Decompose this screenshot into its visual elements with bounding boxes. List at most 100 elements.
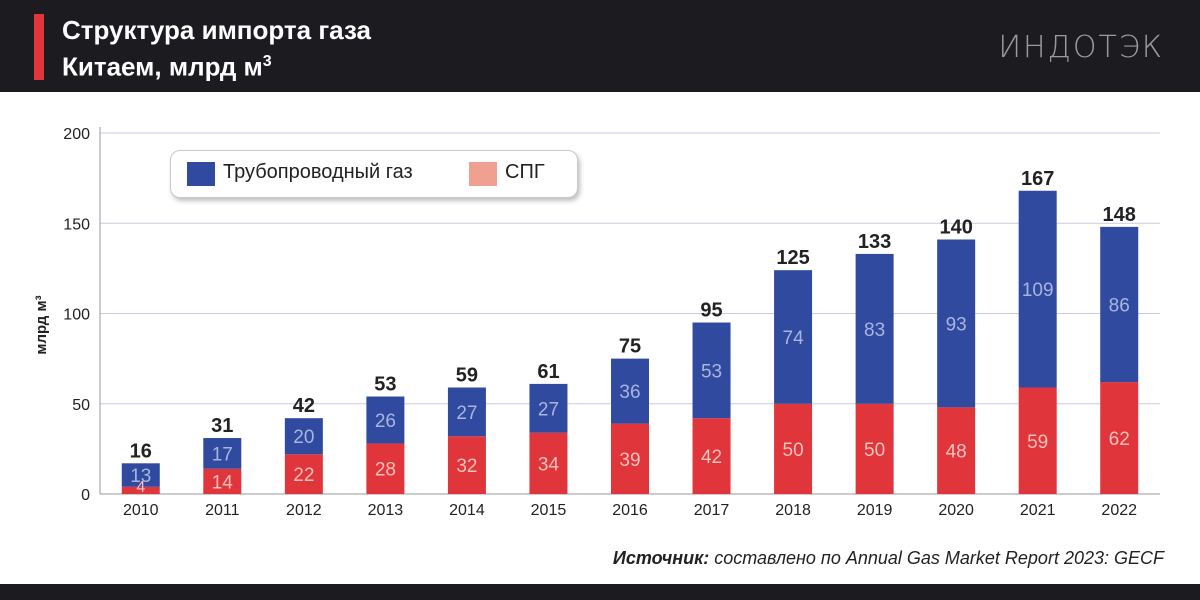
data-label-total: 42 (293, 395, 315, 417)
data-label-pipeline: 53 (701, 361, 722, 382)
bar-lng (855, 403, 894, 494)
chart-legend: Трубопроводный газ СПГ (170, 150, 578, 198)
title-superscript: 3 (262, 53, 272, 70)
title-line-2: Китаем, млрд м3 (62, 46, 371, 83)
title-line-2-text: Китаем, млрд м (62, 51, 263, 82)
bar-lng (121, 486, 160, 494)
x-tick-label: 2010 (123, 502, 159, 519)
data-label-lng: 62 (1109, 429, 1130, 450)
bar-lng (529, 432, 568, 494)
bar-lng (774, 403, 813, 494)
bar-pipeline (529, 383, 568, 433)
bar-pipeline (447, 387, 486, 437)
source-label: Источник: (612, 548, 710, 568)
data-label-lng: 14 (212, 472, 234, 493)
bar-pipeline (937, 239, 976, 408)
data-label-pipeline: 17 (212, 444, 233, 465)
data-label-total: 61 (537, 361, 559, 383)
bar-lng (1018, 387, 1057, 494)
x-tick-label: 2018 (775, 502, 811, 519)
data-label-lng: 4 (136, 479, 145, 496)
bar-pipeline (284, 418, 323, 455)
bar-lng (611, 423, 649, 494)
bar-pipeline (611, 358, 649, 424)
bar-lng (447, 436, 486, 494)
source-text: составлено по Annual Gas Market Report 2… (709, 548, 1164, 568)
data-label-lng: 59 (1027, 432, 1048, 453)
x-tick-label: 2015 (531, 502, 567, 519)
y-tick-label: 100 (63, 307, 90, 324)
data-label-total: 95 (700, 300, 722, 322)
data-label-lng: 28 (375, 460, 396, 481)
data-label-lng: 50 (783, 440, 804, 461)
bar-pipeline (855, 253, 894, 404)
bar-lng (692, 418, 731, 494)
bar-lng (1100, 382, 1139, 494)
bar-pipeline (774, 270, 813, 404)
bar-pipeline (203, 438, 242, 469)
data-label-lng: 32 (456, 456, 477, 477)
data-label-total: 59 (456, 365, 478, 387)
bar-pipeline (1100, 226, 1139, 383)
x-tick-label: 2020 (938, 502, 974, 519)
bar-pipeline (366, 396, 405, 444)
data-label-pipeline: 83 (864, 320, 885, 341)
data-label-lng: 34 (538, 454, 560, 475)
bar-lng (937, 407, 976, 494)
y-tick-label: 50 (72, 397, 90, 414)
bar-pipeline (692, 322, 731, 419)
data-label-pipeline: 13 (130, 466, 151, 487)
title-line-1: Структура импорта газа (62, 15, 371, 45)
data-label-lng: 22 (293, 465, 314, 486)
data-label-total: 125 (776, 247, 809, 269)
title-accent-bar (34, 14, 44, 80)
bar-pipeline (1018, 190, 1057, 388)
x-tick-label: 2017 (694, 502, 730, 519)
brand-logo: ИНДОТЭК (998, 30, 1164, 65)
data-label-pipeline: 86 (1109, 295, 1130, 316)
bar-pipeline (121, 463, 160, 487)
data-label-pipeline: 20 (293, 427, 314, 448)
x-tick-label: 2016 (612, 502, 648, 519)
legend-label-pipeline: Трубопроводный газ (223, 161, 413, 183)
x-tick-label: 2019 (857, 502, 893, 519)
x-tick-label: 2022 (1101, 502, 1137, 519)
data-label-lng: 50 (864, 440, 885, 461)
data-label-pipeline: 93 (946, 314, 967, 335)
bar-lng (203, 468, 242, 494)
data-label-pipeline: 26 (375, 411, 396, 432)
data-label-total: 75 (619, 336, 641, 358)
x-tick-label: 2012 (286, 502, 322, 519)
y-axis-label: млрд м³ (33, 295, 50, 354)
data-label-total: 148 (1103, 204, 1136, 226)
data-label-pipeline: 109 (1022, 280, 1054, 301)
header: Структура импорта газа Китаем, млрд м3 И… (0, 0, 1200, 92)
x-tick-label: 2011 (205, 502, 240, 519)
data-label-total: 140 (939, 216, 972, 238)
x-tick-label: 2013 (368, 502, 404, 519)
data-label-lng: 39 (619, 450, 640, 471)
data-label-pipeline: 74 (783, 328, 805, 349)
page-title: Структура импорта газа Китаем, млрд м3 (62, 14, 371, 83)
x-tick-label: 2014 (449, 502, 485, 519)
footer-bar (0, 584, 1200, 600)
data-label-pipeline: 27 (456, 403, 477, 424)
bar-lng (284, 454, 323, 494)
legend-swatch-lng (469, 162, 497, 186)
legend-label-lng: СПГ (505, 161, 545, 183)
data-label-total: 167 (1021, 168, 1054, 190)
source-note: Источник: составлено по Annual Gas Marke… (613, 548, 1164, 569)
bar-lng (366, 443, 405, 494)
data-label-total: 53 (374, 374, 396, 396)
x-tick-label: 2021 (1020, 502, 1056, 519)
y-tick-label: 0 (81, 487, 90, 504)
data-label-pipeline: 36 (619, 382, 640, 403)
data-label-lng: 42 (701, 447, 722, 468)
data-label-total: 133 (858, 231, 891, 253)
data-label-pipeline: 27 (538, 399, 559, 420)
data-label-total: 31 (211, 415, 233, 437)
data-label-total: 16 (130, 440, 152, 462)
data-label-lng: 48 (946, 442, 967, 463)
legend-swatch-pipeline (187, 162, 215, 186)
